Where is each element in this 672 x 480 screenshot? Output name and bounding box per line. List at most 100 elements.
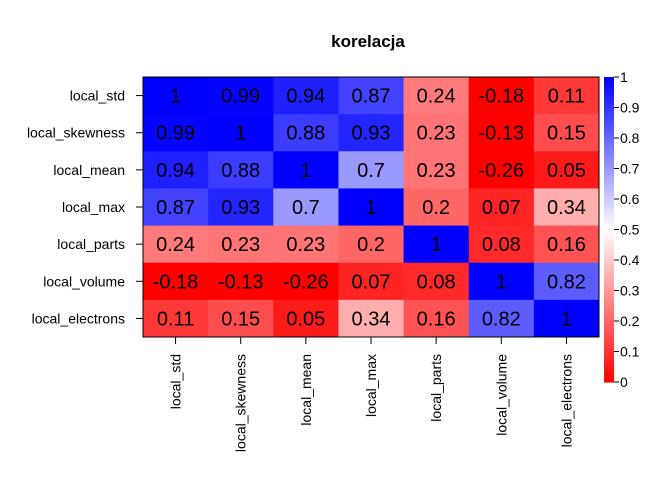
colorbar-segment xyxy=(604,113,614,118)
colorbar-segment xyxy=(604,290,614,295)
colorbar-segment xyxy=(604,217,614,221)
colorbar-segment xyxy=(604,144,614,148)
heatmap-cell-local_parts-local_volume xyxy=(468,225,535,264)
colorbar-segment xyxy=(604,287,614,292)
colorbar-segment xyxy=(604,147,614,151)
colorbar-segment xyxy=(604,153,614,157)
colorbar-segment xyxy=(604,98,614,102)
colorbar-segment xyxy=(604,354,614,359)
colorbar-segment xyxy=(604,272,614,276)
colorbar-segment xyxy=(604,293,614,298)
row-label-local_parts: local_parts xyxy=(57,236,125,252)
cell-value-label: -0.18 xyxy=(153,271,199,293)
heatmap-cell-local_std-local_std xyxy=(143,77,209,115)
heatmap-cell-local_max-local_electrons xyxy=(533,188,600,227)
plot-border xyxy=(142,76,600,338)
cell-value-label: 0.88 xyxy=(221,160,260,182)
heatmap-cell-local_electrons-local_std xyxy=(143,299,209,338)
colorbar-segment xyxy=(604,357,614,362)
colorbar-segment xyxy=(604,141,614,145)
colorbar-segment xyxy=(604,269,614,273)
heatmap-cell-local_mean-local_parts xyxy=(403,151,470,189)
cell-value-label: 0.99 xyxy=(156,123,195,145)
cell-value-label: 0.88 xyxy=(286,123,325,145)
heatmap-cell-local_skewness-local_electrons xyxy=(533,114,600,152)
cell-value-label: -0.18 xyxy=(478,86,524,108)
colorbar-tick-label: 0 xyxy=(620,374,628,390)
cell-value-label: 0.05 xyxy=(286,308,325,330)
heatmap-cell-local_volume-local_mean xyxy=(273,262,339,301)
colorbar-segment xyxy=(604,101,614,106)
cell-value-label: 0.99 xyxy=(221,86,260,108)
colorbar-segment xyxy=(604,351,614,356)
column-labels: local_std local_skewness local_mean local_m… xyxy=(168,337,574,452)
row-label-local_electrons: local_electrons xyxy=(32,310,125,326)
cell-value-label: 0.94 xyxy=(156,160,195,182)
colorbar-segment xyxy=(604,345,614,350)
colorbar-segment xyxy=(604,92,614,96)
column-label-local_max: local_max xyxy=(363,354,379,417)
heatmap-cell-local_electrons-local_max xyxy=(338,299,405,338)
colorbar-segment xyxy=(604,83,614,87)
colorbar-tick-label: 0.1 xyxy=(620,344,640,360)
colorbar-segment xyxy=(604,134,614,139)
colorbar: 0 0.1 0.2 0.3 0.4 0.5 0.6 0.7 0.8 0.9 1 xyxy=(604,69,640,390)
colorbar-segment xyxy=(604,378,614,383)
colorbar-segment xyxy=(604,150,614,154)
heatmap-cell-local_parts-local_skewness xyxy=(208,225,274,264)
colorbar-segment xyxy=(604,220,614,224)
cell-value-label: 0.2 xyxy=(422,197,450,219)
cell-value-label: 0.34 xyxy=(352,308,391,330)
colorbar-segment xyxy=(604,330,614,334)
cell-value-label: -0.13 xyxy=(478,123,524,145)
colorbar-segment xyxy=(604,186,614,191)
heatmap-cell-local_parts-local_parts xyxy=(403,225,470,264)
colorbar-segment xyxy=(604,122,614,127)
cell-value-label: 1 xyxy=(561,308,572,330)
row-label-local_max: local_max xyxy=(62,199,125,215)
row-label-local_mean: local_mean xyxy=(53,162,125,178)
heatmap-cell-local_max-local_max xyxy=(338,188,405,227)
colorbar-segment xyxy=(604,189,614,194)
column-label-local_std: local_std xyxy=(168,354,184,409)
colorbar-segment xyxy=(604,131,614,136)
row-label-local_skewness: local_skewness xyxy=(27,125,125,141)
chart-title: korelacja xyxy=(331,32,405,51)
colorbar-segment xyxy=(604,95,614,99)
heatmap-cell-local_volume-local_max xyxy=(338,262,405,301)
colorbar-segment xyxy=(604,232,614,237)
cell-value-label: 0.87 xyxy=(156,197,195,219)
heatmap-cell-local_parts-local_mean xyxy=(273,225,339,264)
colorbar-segment xyxy=(604,177,614,182)
colorbar-segment xyxy=(604,253,614,258)
cell-value-label: -0.26 xyxy=(478,160,524,182)
column-label-local_electrons: local_electrons xyxy=(558,354,574,447)
heatmap-cell-local_max-local_parts xyxy=(403,188,470,227)
cell-value-label: 0.23 xyxy=(417,123,456,145)
cell-value-label: 0.23 xyxy=(286,234,325,256)
cell-value-label: 0.16 xyxy=(547,234,586,256)
colorbar-segment xyxy=(604,165,614,170)
cell-value-label: 0.24 xyxy=(417,86,456,108)
colorbar-segment xyxy=(604,263,614,267)
heatmap-cell-local_volume-local_std xyxy=(143,262,209,301)
colorbar-segment xyxy=(604,348,614,353)
heatmap-cell-local_skewness-local_parts xyxy=(403,114,470,152)
colorbar-tick-label: 0.9 xyxy=(620,100,640,116)
heatmap-cell-local_std-local_max xyxy=(338,77,405,115)
column-label-local_mean: local_mean xyxy=(298,354,314,426)
cell-value-label: 0.23 xyxy=(221,234,260,256)
cell-value-label: 1 xyxy=(300,160,311,182)
colorbar-segment xyxy=(604,162,614,167)
colorbar-segment xyxy=(604,314,614,319)
row-label-local_std: local_std xyxy=(70,88,125,104)
colorbar-segment xyxy=(604,238,614,243)
heatmap-value-labels: 1 0.99 0.94 0.87 0.24 -0.18 0.11 0.99 1 0.88 0.93 0… xyxy=(153,86,586,331)
heatmap-cell-local_skewness-local_skewness xyxy=(208,114,274,152)
heatmap-cell-local_electrons-local_volume xyxy=(468,299,535,338)
colorbar-segment xyxy=(604,229,614,234)
colorbar-segment xyxy=(604,266,614,270)
colorbar-segment xyxy=(604,159,614,163)
colorbar-segment xyxy=(604,174,614,179)
colorbar-segment xyxy=(604,339,614,343)
